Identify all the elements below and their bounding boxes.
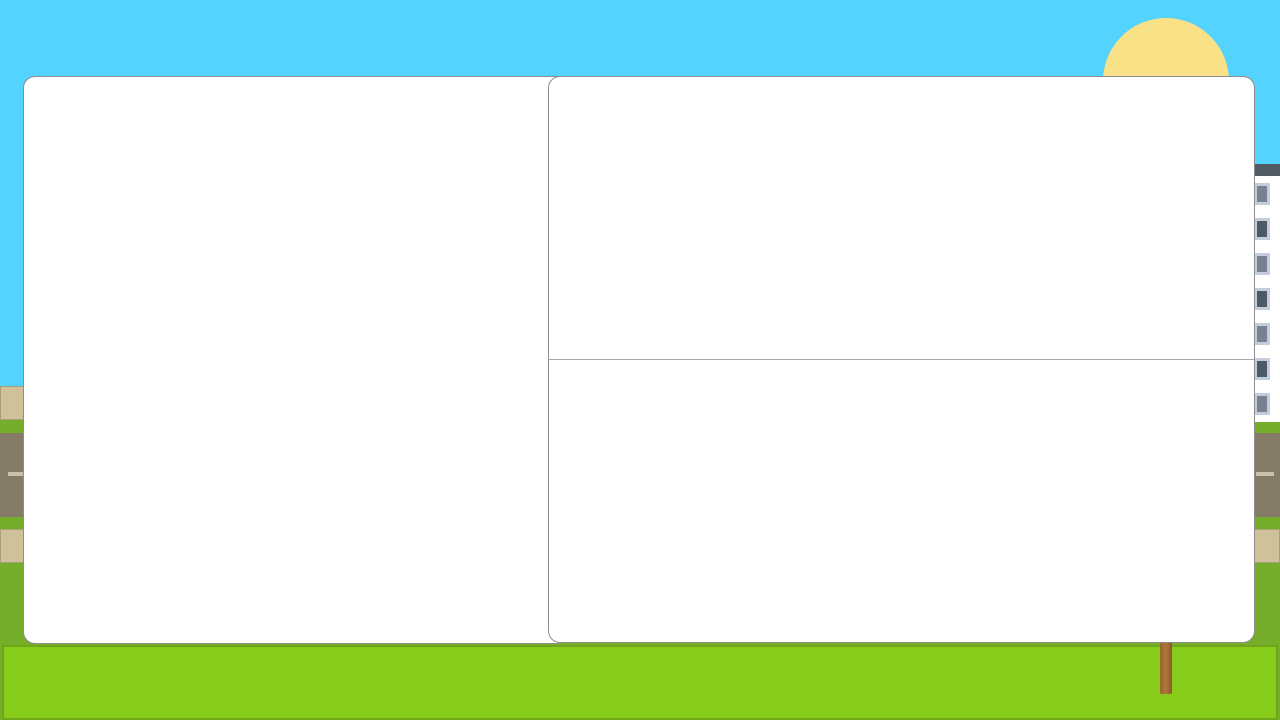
panel-divider — [549, 359, 1254, 360]
right-panel — [548, 76, 1255, 643]
lawn — [2, 645, 1278, 720]
building-window — [1254, 358, 1270, 380]
building-window — [1254, 183, 1270, 205]
building-window — [1254, 253, 1270, 275]
building-window — [1254, 323, 1270, 345]
building-window — [1254, 393, 1270, 415]
right-panel-lower-section — [549, 360, 1254, 642]
tree-trunk-icon — [1160, 640, 1172, 694]
building-window — [1254, 218, 1270, 240]
right-panel-upper-section — [549, 77, 1254, 359]
lane-marking — [1256, 472, 1274, 476]
building-window — [1254, 288, 1270, 310]
left-panel — [23, 76, 569, 644]
lane-marking — [8, 472, 26, 476]
